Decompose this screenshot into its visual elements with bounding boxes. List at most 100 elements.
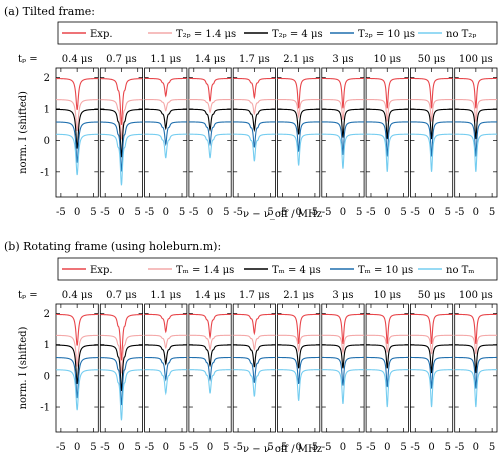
series-line xyxy=(321,133,365,169)
series-line xyxy=(321,334,365,355)
series-line xyxy=(233,344,276,368)
series-line xyxy=(321,344,365,369)
series-line xyxy=(144,356,187,382)
legend-label: Exp. xyxy=(90,29,113,40)
x-tick-label: -5 xyxy=(410,442,420,453)
x-tick-label: -5 xyxy=(100,442,110,453)
tp-label: 1.1 μs xyxy=(150,290,181,301)
series-line xyxy=(144,77,187,98)
x-tick-label: 0 xyxy=(428,207,434,218)
series-line xyxy=(100,78,143,125)
legend-box xyxy=(57,21,498,45)
legend-label: T₂ₚ = 4 μs xyxy=(272,29,323,40)
tp-label: 2.1 μs xyxy=(283,290,314,301)
panel-frame xyxy=(232,303,276,433)
x-tick-label: -5 xyxy=(455,442,465,453)
series-line xyxy=(410,108,453,140)
series-line xyxy=(277,313,320,345)
x-tick-label: 5 xyxy=(135,442,141,453)
x-tick-label: 5 xyxy=(489,207,495,218)
x-tick-label: -5 xyxy=(233,207,243,218)
series-line xyxy=(233,133,276,162)
x-tick-label: -5 xyxy=(455,207,465,218)
x-tick-label: 5 xyxy=(312,442,318,453)
panel-frame xyxy=(99,303,144,433)
x-tick-label: 0 xyxy=(384,442,390,453)
series-line xyxy=(55,344,99,385)
series-line xyxy=(410,369,453,408)
series-line xyxy=(454,356,497,389)
series-line xyxy=(410,344,453,374)
series-line xyxy=(321,356,365,386)
series-line xyxy=(277,121,320,152)
series-line xyxy=(188,369,232,394)
x-tick-label: 0 xyxy=(118,442,124,453)
series-line xyxy=(144,369,187,396)
legend-label: T₂ₚ = 10 μs xyxy=(358,29,415,40)
series-line xyxy=(366,108,409,140)
series-line xyxy=(188,121,232,147)
x-axis-label: ν − ν_off / MHz xyxy=(243,444,322,454)
tp-label: 10 μs xyxy=(373,54,401,65)
series-line xyxy=(144,133,187,159)
series-line xyxy=(410,313,453,345)
tp-label: 1.7 μs xyxy=(239,54,270,65)
tp-label: 0.7 μs xyxy=(106,54,137,65)
y-tick-label: 2 xyxy=(44,73,50,84)
x-tick-label: 0 xyxy=(295,207,301,218)
legend-box xyxy=(57,257,498,281)
series-line xyxy=(144,108,187,131)
series-line xyxy=(277,77,320,109)
x-tick-label: 5 xyxy=(179,207,185,218)
series-line xyxy=(100,121,143,172)
series-line xyxy=(454,344,498,374)
series-line xyxy=(188,98,232,114)
series-line xyxy=(233,334,276,352)
x-tick-label: -5 xyxy=(233,442,243,453)
x-tick-label: 5 xyxy=(445,207,451,218)
x-tick-label: -5 xyxy=(278,207,288,218)
x-tick-label: 0 xyxy=(74,442,80,453)
x-tick-label: 5 xyxy=(445,442,451,453)
series-line xyxy=(321,77,365,109)
series-line xyxy=(55,369,99,411)
series-line xyxy=(277,369,320,401)
series-line xyxy=(55,313,99,346)
series-line xyxy=(56,334,99,367)
panel-frame xyxy=(144,303,188,433)
x-tick-label: -5 xyxy=(189,207,199,218)
series-line xyxy=(410,98,453,122)
series-line xyxy=(100,108,143,158)
tp-label: 50 μs xyxy=(418,54,446,65)
x-tick-label: 0 xyxy=(340,442,346,453)
x-tick-label: -5 xyxy=(56,442,66,453)
series-line xyxy=(100,133,143,186)
x-tick-label: 0 xyxy=(295,442,301,453)
panel-frame xyxy=(409,67,454,198)
series-line xyxy=(100,344,143,392)
y-tick-label: 1 xyxy=(44,340,50,351)
tp-label: 3 μs xyxy=(332,290,353,301)
series-line xyxy=(277,356,320,385)
x-tick-label: 0 xyxy=(74,207,80,218)
tp-prefix: tₚ = xyxy=(18,54,38,65)
series-line xyxy=(277,108,320,135)
legend-label: Tₘ = 4 μs xyxy=(272,265,321,276)
series-line xyxy=(144,334,187,350)
tp-label: 1.1 μs xyxy=(150,54,181,65)
x-tick-label: 0 xyxy=(207,207,213,218)
series-line xyxy=(233,98,276,116)
panel-frame xyxy=(55,303,99,433)
series-line xyxy=(366,334,409,353)
y-tick-label: 0 xyxy=(44,136,50,147)
x-tick-label: -5 xyxy=(410,207,420,218)
panel-frame xyxy=(454,67,498,198)
x-tick-label: -5 xyxy=(145,207,155,218)
panel-frame xyxy=(232,67,276,198)
series-line xyxy=(188,108,232,133)
series-line xyxy=(188,77,232,102)
series-line xyxy=(454,133,498,172)
x-tick-label: -5 xyxy=(366,442,376,453)
tp-label: 1.4 μs xyxy=(195,54,226,65)
